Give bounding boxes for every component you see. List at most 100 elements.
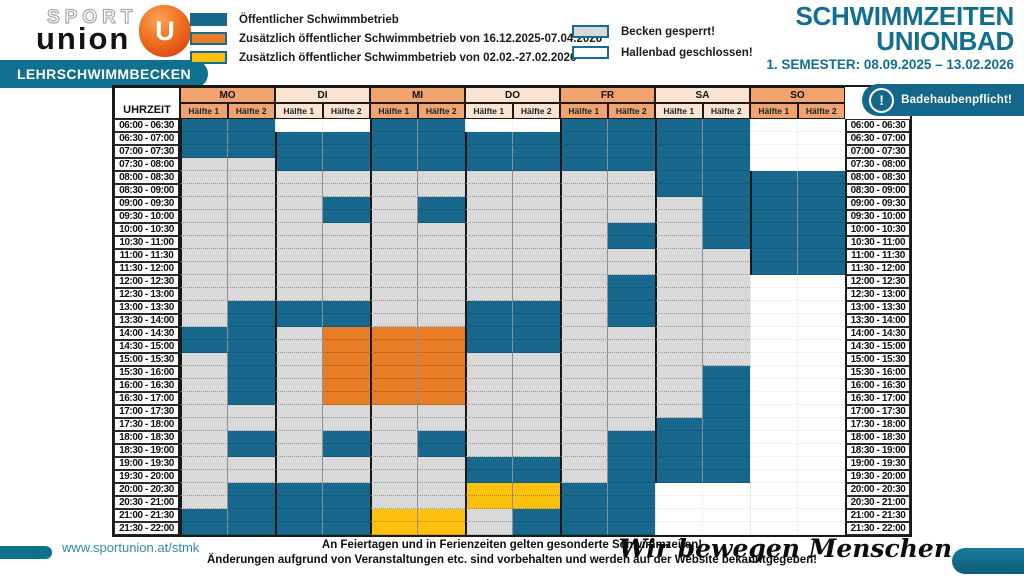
grid-cell bbox=[275, 236, 323, 249]
grid-cell bbox=[180, 379, 228, 392]
grid-cell bbox=[322, 249, 370, 262]
legend-item-extra-orange: Zusätzlich öffentlicher Schwimmbetrieb v… bbox=[190, 31, 602, 46]
grid-cell bbox=[417, 210, 465, 223]
grid-cell bbox=[180, 457, 228, 470]
grid-cell bbox=[322, 145, 370, 158]
grid-cell bbox=[275, 223, 323, 236]
grid-cell bbox=[750, 509, 798, 522]
grid-cell bbox=[227, 470, 275, 483]
grid-cell bbox=[702, 457, 750, 470]
grid-cell bbox=[655, 353, 703, 366]
grid-cell bbox=[560, 340, 608, 353]
grid-cell bbox=[322, 210, 370, 223]
grid-cell bbox=[797, 158, 845, 171]
grid-cell bbox=[275, 119, 323, 132]
grid-cell bbox=[180, 444, 228, 457]
time-label-right: 06:00 - 06:30 bbox=[845, 119, 910, 132]
grid-cell bbox=[275, 145, 323, 158]
grid-cell bbox=[702, 210, 750, 223]
grid-cell bbox=[750, 119, 798, 132]
half-header-so-1: Hälfte 1 bbox=[750, 103, 798, 119]
grid-cell bbox=[560, 132, 608, 145]
time-label-right: 07:30 - 08:00 bbox=[845, 158, 910, 171]
grid-cell bbox=[655, 509, 703, 522]
grid-cell bbox=[417, 288, 465, 301]
grid-cell bbox=[465, 301, 513, 314]
grid-cell bbox=[750, 418, 798, 431]
grid-cell bbox=[607, 340, 655, 353]
time-label-left: 19:00 - 19:30 bbox=[114, 457, 180, 470]
grid-cell bbox=[512, 223, 560, 236]
half-header-so-2: Hälfte 2 bbox=[797, 103, 845, 119]
grid-cell bbox=[655, 405, 703, 418]
time-label-left: 13:00 - 13:30 bbox=[114, 301, 180, 314]
grid-cell bbox=[750, 431, 798, 444]
time-label-left: 15:30 - 16:00 bbox=[114, 366, 180, 379]
grid-cell bbox=[417, 379, 465, 392]
time-label-left: 18:30 - 19:00 bbox=[114, 444, 180, 457]
grid-cell bbox=[180, 405, 228, 418]
time-label-right: 08:30 - 09:00 bbox=[845, 184, 910, 197]
grid-cell bbox=[607, 431, 655, 444]
grid-cell bbox=[417, 275, 465, 288]
grid-cell bbox=[417, 171, 465, 184]
grid-cell bbox=[702, 379, 750, 392]
grid-cell bbox=[702, 496, 750, 509]
grid-cell bbox=[322, 171, 370, 184]
grid-cell bbox=[275, 470, 323, 483]
grid-cell bbox=[370, 379, 418, 392]
grid-cell bbox=[417, 509, 465, 522]
grid-cell bbox=[607, 145, 655, 158]
grid-cell bbox=[370, 236, 418, 249]
grid-cell bbox=[322, 223, 370, 236]
grid-cell bbox=[465, 496, 513, 509]
grid-cell bbox=[275, 379, 323, 392]
grid-cell bbox=[512, 496, 560, 509]
time-label-left: 16:00 - 16:30 bbox=[114, 379, 180, 392]
grid-cell bbox=[797, 496, 845, 509]
grid-cell bbox=[417, 262, 465, 275]
grid-cell bbox=[227, 431, 275, 444]
grid-cell bbox=[750, 366, 798, 379]
grid-cell bbox=[702, 223, 750, 236]
footer-notes: An Feiertagen und in Ferienzeiten gelten… bbox=[150, 538, 874, 567]
grid-cell bbox=[227, 236, 275, 249]
grid-cell bbox=[465, 379, 513, 392]
time-label-left: 12:00 - 12:30 bbox=[114, 275, 180, 288]
time-label-left: 15:00 - 15:30 bbox=[114, 353, 180, 366]
time-label-right: 07:00 - 07:30 bbox=[845, 145, 910, 158]
time-label-left: 11:30 - 12:00 bbox=[114, 262, 180, 275]
grid-cell bbox=[227, 392, 275, 405]
time-label-right: 17:00 - 17:30 bbox=[845, 405, 910, 418]
grid-cell bbox=[465, 431, 513, 444]
grid-cell bbox=[322, 197, 370, 210]
time-label-left: 16:30 - 17:00 bbox=[114, 392, 180, 405]
time-label-left: 12:30 - 13:00 bbox=[114, 288, 180, 301]
grid-cell bbox=[465, 340, 513, 353]
grid-cell bbox=[275, 431, 323, 444]
grid-cell bbox=[180, 392, 228, 405]
grid-cell bbox=[322, 314, 370, 327]
grid-cell bbox=[797, 418, 845, 431]
grid-cell bbox=[322, 496, 370, 509]
grid-cell bbox=[370, 119, 418, 132]
grid-cell bbox=[275, 353, 323, 366]
time-label-right: 15:30 - 16:00 bbox=[845, 366, 910, 379]
grid-cell bbox=[465, 197, 513, 210]
grid-cell bbox=[275, 171, 323, 184]
grid-cell bbox=[702, 366, 750, 379]
time-label-left: 06:00 - 06:30 bbox=[114, 119, 180, 132]
grid-cell bbox=[797, 119, 845, 132]
time-label-left: 06:30 - 07:00 bbox=[114, 132, 180, 145]
grid-cell bbox=[275, 340, 323, 353]
grid-cell bbox=[322, 353, 370, 366]
grid-cell bbox=[702, 483, 750, 496]
grid-cell bbox=[227, 340, 275, 353]
grid-cell bbox=[227, 249, 275, 262]
grid-cell bbox=[465, 353, 513, 366]
grid-cell bbox=[702, 119, 750, 132]
grid-cell bbox=[750, 145, 798, 158]
grid-cell bbox=[560, 405, 608, 418]
time-label-right: 16:00 - 16:30 bbox=[845, 379, 910, 392]
grid-cell bbox=[370, 392, 418, 405]
